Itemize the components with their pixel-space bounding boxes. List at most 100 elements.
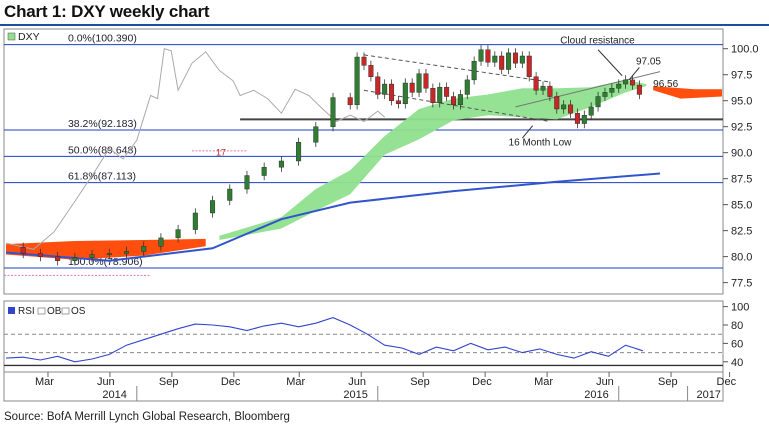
candle-body — [574, 112, 580, 124]
candle-body — [430, 88, 436, 103]
x-tick-label: Dec — [717, 376, 737, 388]
annotation-arrow — [521, 125, 534, 139]
y-tick-label: 90.0 — [731, 148, 752, 160]
candle-body — [540, 85, 546, 91]
x-tick-label: Mar — [534, 376, 553, 388]
y-tick-label: 87.5 — [731, 174, 752, 186]
fib-level-label: 0.0%(100.390) — [68, 33, 137, 45]
candle-body — [561, 104, 567, 110]
rsi-legend-label: RSI — [18, 306, 35, 317]
candle-body — [330, 97, 336, 127]
candle-body — [395, 100, 401, 105]
rsi-line — [5, 317, 643, 363]
candle-body — [227, 188, 233, 201]
annotation-arrow — [628, 67, 640, 81]
candle-body — [354, 56, 360, 106]
candle-body — [485, 49, 491, 63]
rsi-legend-swatch — [8, 307, 15, 314]
price-overlays — [5, 48, 661, 262]
candle-body — [444, 86, 450, 97]
y-tick-label: 77.5 — [731, 278, 752, 290]
rsi-tick-label: 40 — [731, 357, 743, 369]
chart-title: Chart 1: DXY weekly chart — [4, 2, 210, 21]
price-y-axis: 100.0 97.5 95.0 92.5 90.0 87.5 85.0 82.5 80.0 77.… — [723, 44, 759, 290]
candle-body — [313, 126, 319, 143]
candle-body — [261, 167, 267, 176]
candle-body — [423, 73, 429, 89]
rsi-panel-frame — [3, 300, 724, 373]
rising-trendline — [515, 71, 661, 108]
year-2016: 2016 — [584, 389, 608, 401]
candle-body — [347, 97, 353, 106]
candle-body — [72, 257, 78, 261]
ob-legend-swatch — [37, 307, 46, 315]
bull_cloud — [219, 79, 647, 241]
candle-body — [526, 55, 532, 77]
candle-body — [616, 83, 622, 89]
price-candles — [20, 45, 642, 266]
candle-body — [375, 76, 381, 95]
candle-body — [368, 65, 374, 77]
x-tick-label: Mar — [286, 376, 305, 388]
lagging-span-line — [5, 48, 386, 250]
channel-lower-line — [363, 89, 550, 122]
candle-body — [361, 56, 367, 66]
candle-body — [595, 96, 601, 108]
dxy-legend-swatch — [7, 32, 16, 41]
legends: DXY RSI OB OS — [7, 31, 86, 317]
candle-body — [451, 96, 457, 106]
candle-body — [123, 251, 129, 254]
candle-body — [210, 200, 216, 214]
os-legend-swatch — [61, 307, 70, 315]
x-tick-label: Dec — [221, 376, 241, 388]
annotation-96-56: 96.56 — [653, 79, 678, 90]
candle-body — [278, 160, 284, 168]
candle-body — [437, 86, 443, 103]
candle-body — [20, 247, 26, 254]
candle-body — [416, 73, 422, 93]
x-axis: Mar Jun Sep Dec Mar Jun Sep Dec Mar Jun Sep Dec 2014… — [35, 372, 737, 401]
candle-body — [568, 104, 574, 114]
bear_cloud_future — [653, 86, 722, 99]
x-axis-frame — [3, 371, 724, 402]
annotation-97-05: 97.05 — [636, 56, 661, 67]
y-tick-label: 85.0 — [731, 200, 752, 212]
x-tick-label: Jun — [596, 376, 614, 388]
fib-level-label: 50.0%(89.648) — [68, 144, 137, 156]
year-2015: 2015 — [343, 389, 367, 401]
year-2014: 2014 — [102, 389, 126, 401]
x-tick-label: Dec — [472, 376, 492, 388]
candle-body — [602, 92, 608, 97]
ichimoku-cloud — [6, 79, 722, 260]
y-tick-label: 82.5 — [731, 226, 752, 238]
annotation-17: 17 — [216, 148, 226, 158]
candle-body — [389, 83, 395, 101]
year-2017: 2017 — [696, 389, 720, 401]
candle-body — [175, 229, 181, 239]
candle-body — [158, 237, 164, 247]
candle-body — [89, 254, 95, 258]
source-note: Source: BofA Merrill Lynch Global Resear… — [4, 411, 290, 423]
x-tick-label: Sep — [159, 376, 179, 388]
candle-body — [636, 84, 642, 95]
candle-body — [506, 52, 512, 70]
candle-body — [623, 79, 629, 85]
candle-body — [547, 85, 553, 97]
candle-body — [106, 253, 112, 255]
x-tick-label: Sep — [410, 376, 430, 388]
price-gridlines: 0.0%(100.390) 38.2%(92.183) 50.0%(89.648) 6… — [4, 33, 723, 276]
price-panel-frame — [3, 28, 724, 295]
os-legend-label: OS — [71, 306, 86, 317]
title-rule — [0, 24, 769, 26]
x-tick-label: Mar — [35, 376, 54, 388]
annotation-cloud-resistance: Cloud resistance — [560, 36, 635, 47]
y-tick-label: 80.0 — [731, 252, 752, 264]
bear_cloud — [6, 238, 206, 260]
candle-body — [478, 49, 484, 62]
candle-body — [519, 55, 525, 64]
candle-body — [464, 79, 470, 95]
moving-average-line — [5, 172, 661, 262]
